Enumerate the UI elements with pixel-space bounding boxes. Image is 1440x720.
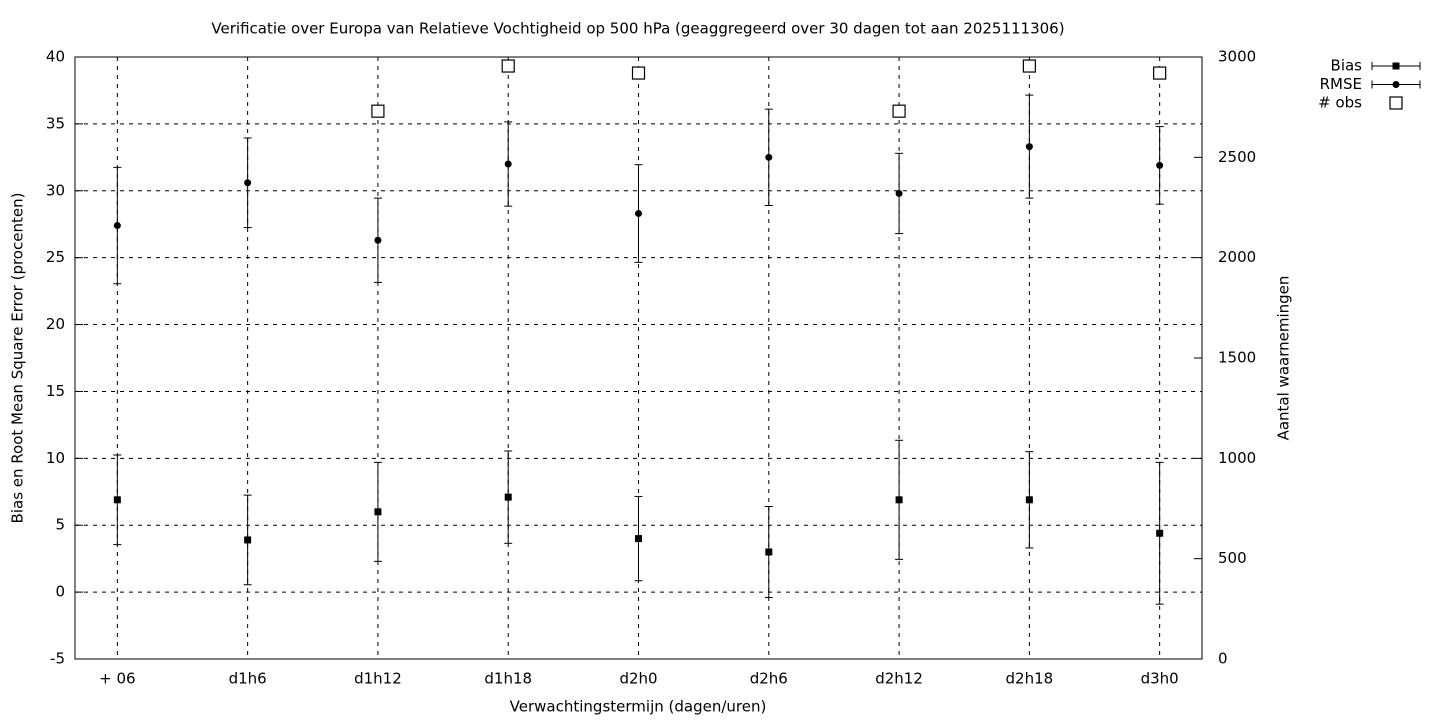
- point: [635, 535, 642, 543]
- x-axis-label: Verwachtingstermijn (dagen/uren): [510, 698, 767, 716]
- y2-axis-label: Aantal waarnemingen: [1275, 276, 1293, 441]
- point: [765, 548, 773, 556]
- legend-marker: [1392, 62, 1400, 70]
- x-tick-label: d1h12: [354, 670, 402, 688]
- point: [113, 496, 121, 504]
- legend-label: Bias: [1331, 57, 1363, 75]
- x-tick-label: d1h6: [229, 670, 267, 688]
- y-axis-label: Bias en Root Mean Square Error (procente…: [9, 193, 27, 524]
- y-tick-label: 0: [55, 583, 65, 601]
- y2-tick-label: 3000: [1218, 48, 1256, 66]
- point: [892, 104, 906, 118]
- point: [371, 104, 385, 118]
- x-tick-label: + 06: [99, 670, 135, 688]
- y2-tick-label: 500: [1218, 549, 1247, 567]
- y2-tick-label: 0: [1218, 650, 1228, 668]
- legend-label: # obs: [1318, 94, 1362, 112]
- y-tick-label: 40: [46, 48, 65, 66]
- y-tick-label: 20: [46, 315, 65, 333]
- x-tick-label: d2h0: [619, 670, 657, 688]
- point: [631, 66, 646, 80]
- point: [244, 179, 252, 187]
- point: [504, 160, 512, 168]
- point: [895, 496, 903, 504]
- x-tick-label: d2h18: [1006, 670, 1054, 688]
- point: [1156, 161, 1164, 169]
- point: [374, 508, 382, 516]
- point: [1022, 59, 1036, 73]
- y2-tick-label: 2500: [1218, 148, 1256, 166]
- point: [895, 189, 903, 197]
- point: [1025, 496, 1033, 504]
- point: [1156, 529, 1164, 537]
- point: [635, 210, 642, 218]
- y2-tick-label: 1000: [1218, 449, 1256, 467]
- point: [113, 222, 121, 230]
- x-tick-label: d1h18: [484, 670, 532, 688]
- y-tick-label: 10: [46, 449, 65, 467]
- x-tick-label: d2h12: [875, 670, 923, 688]
- point: [244, 536, 252, 544]
- legend-label: RMSE: [1320, 75, 1362, 93]
- point: [501, 59, 515, 73]
- x-tick-label: d2h6: [750, 670, 788, 688]
- point: [1025, 143, 1033, 151]
- y2-tick-label: 2000: [1218, 248, 1256, 266]
- y2-tick-label: 1500: [1218, 349, 1256, 367]
- point: [1153, 66, 1167, 80]
- y-tick-label: 35: [46, 114, 65, 132]
- legend-marker: [1389, 96, 1403, 110]
- point: [765, 153, 773, 161]
- point: [374, 236, 382, 244]
- y-tick-label: 30: [46, 181, 65, 199]
- y-tick-label: 15: [46, 382, 65, 400]
- y-tick-label: 5: [55, 516, 65, 534]
- chart-title: Verificatie over Europa van Relatieve Vo…: [211, 20, 1064, 38]
- x-tick-label: d3h0: [1141, 670, 1179, 688]
- y-tick-label: -5: [50, 650, 65, 668]
- point: [504, 493, 512, 501]
- legend-marker: [1392, 81, 1400, 88]
- y-tick-label: 25: [46, 248, 65, 266]
